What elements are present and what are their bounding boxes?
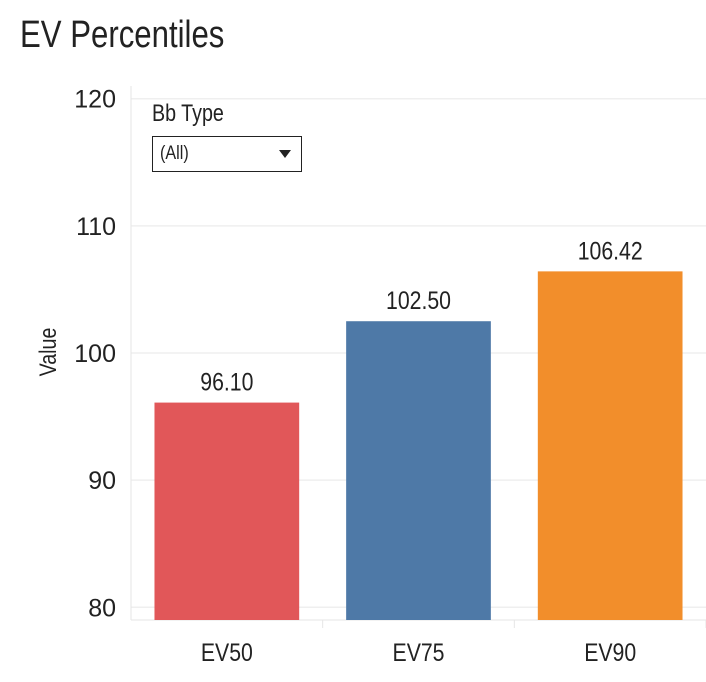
data-label-ev90: 106.42 [578, 237, 643, 265]
caret-down-icon [279, 150, 291, 158]
data-label-ev75: 102.50 [386, 287, 451, 315]
bars [154, 271, 683, 620]
x-tick-label-ev75: EV75 [393, 638, 445, 666]
x-tick-label-ev50: EV50 [201, 638, 253, 666]
bar-ev75[interactable] [346, 321, 491, 620]
y-tick-label: 100 [74, 340, 116, 368]
page-title: EV Percentiles [20, 14, 225, 56]
y-tick-label: 120 [74, 86, 116, 114]
y-tick-label: 110 [76, 213, 116, 241]
x-tick-label-ev90: EV90 [584, 638, 636, 666]
x-tick-labels: EV50 EV75 EV90 [201, 638, 636, 666]
bar-ev90[interactable] [537, 271, 683, 620]
dropdown-selected-value: (All) [160, 143, 189, 164]
bar-ev50[interactable] [154, 402, 300, 620]
data-label-ev50: 96.10 [200, 368, 253, 396]
data-labels: 96.10 102.50 106.42 [200, 237, 642, 396]
bb-type-dropdown[interactable]: (All) [152, 136, 302, 172]
bb-type-filter: Bb Type (All) [152, 100, 302, 172]
y-tick-label: 80 [88, 594, 116, 622]
filter-label: Bb Type [152, 100, 224, 127]
y-tick-labels: 80 90 100 110 120 [74, 86, 116, 623]
y-axis-label: Value [34, 328, 61, 377]
y-tick-label: 90 [88, 467, 116, 495]
